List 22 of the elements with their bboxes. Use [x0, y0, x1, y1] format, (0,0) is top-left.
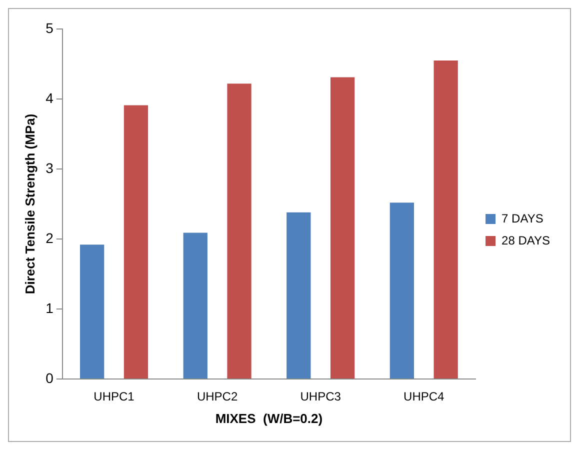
bar	[434, 60, 458, 378]
y-tick-label: 0	[46, 370, 54, 386]
bar	[80, 244, 104, 378]
bar	[330, 77, 355, 378]
x-tick-label: UHPC2	[196, 390, 238, 404]
bar	[286, 212, 311, 378]
legend-label: 7 DAYS	[502, 211, 544, 226]
bar	[227, 84, 252, 378]
legend-label: 28 DAYS	[502, 233, 550, 248]
x-tick-label: UHPC1	[94, 390, 135, 404]
x-axis-title: MIXES (W/B=0.2)	[215, 410, 323, 426]
y-tick-label: 3	[46, 160, 54, 176]
bar	[390, 202, 414, 378]
bar	[124, 105, 148, 378]
x-tick-label: UHPC3	[300, 390, 342, 404]
y-tick-label: 5	[46, 20, 54, 36]
y-tick-label: 2	[46, 230, 54, 246]
y-tick-label: 4	[46, 90, 54, 106]
bar	[183, 232, 208, 378]
y-axis-title: Direct Tensile Strength (MPa)	[22, 114, 38, 294]
y-tick-label: 1	[46, 300, 54, 316]
x-tick-label: UHPC4	[404, 390, 445, 404]
